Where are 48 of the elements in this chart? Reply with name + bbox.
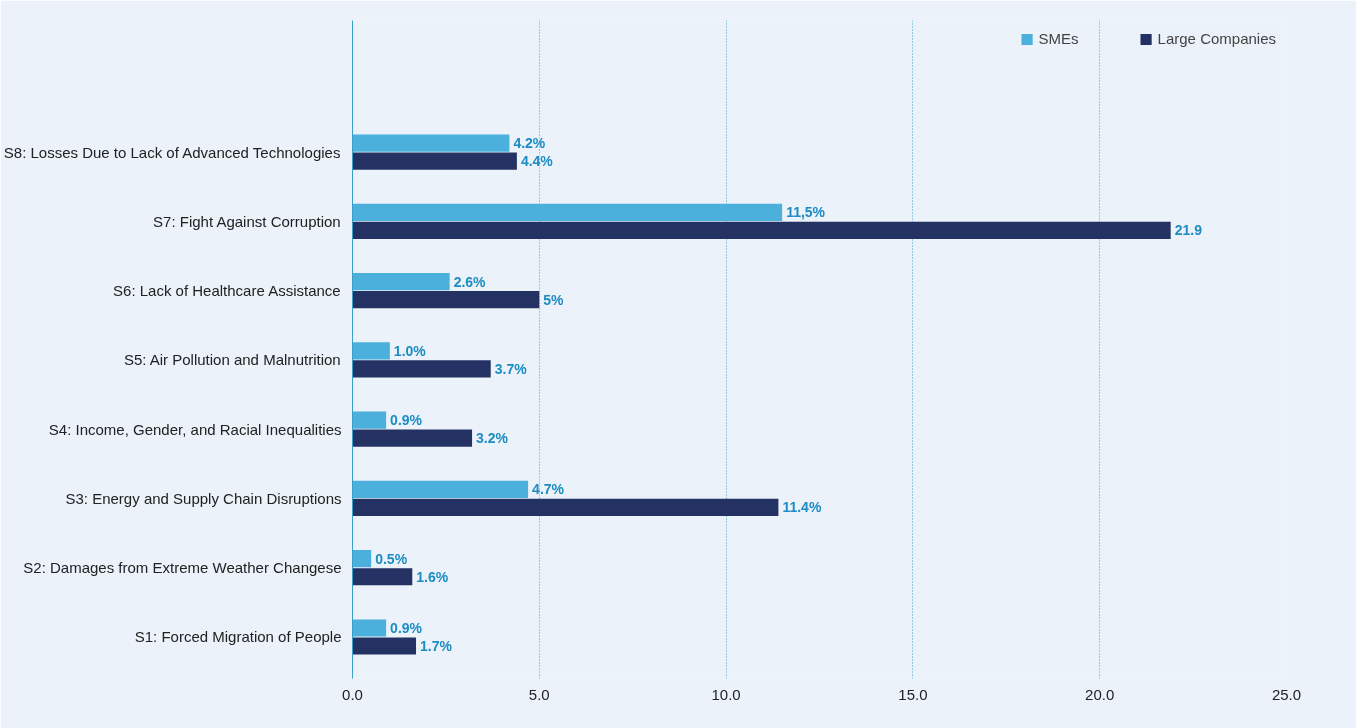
- y-tick-label: S7: Fight Against Corruption: [153, 212, 341, 230]
- x-tick-label: 20.0: [1085, 685, 1115, 703]
- y-tick-label: S5: Air Pollution and Malnutrition: [123, 351, 341, 369]
- bar: [352, 360, 491, 378]
- bar: [352, 568, 413, 586]
- bar: [352, 134, 510, 152]
- bar: [352, 273, 450, 291]
- data-label: 4.7%: [532, 481, 565, 498]
- data-label: 11.4%: [782, 499, 822, 516]
- data-label: 21.9: [1174, 222, 1203, 239]
- bar: [352, 291, 540, 309]
- x-tick-label: 0.0: [342, 685, 363, 703]
- bar: [352, 152, 517, 170]
- y-tick-label: S4: Income, Gender, and Racial Inequalities: [48, 420, 342, 438]
- data-label: 3.2%: [476, 430, 509, 447]
- data-label: 2.6%: [453, 273, 487, 290]
- legend-label: Large Companies: [1157, 30, 1276, 47]
- legend-label: SMEs: [1038, 30, 1079, 47]
- data-label: 0.5%: [375, 550, 408, 567]
- bar: [352, 498, 779, 516]
- x-tick-label: 5.0: [528, 685, 550, 703]
- bar: [352, 342, 390, 360]
- data-label: 4.2%: [513, 135, 546, 152]
- data-label: 1.0%: [393, 342, 427, 359]
- bar: [352, 637, 417, 655]
- data-label: 1.6%: [416, 568, 449, 585]
- y-tick-label: S8: Losses Due to Lack of Advanced Technologies: [3, 143, 341, 161]
- data-label: 11,5%: [786, 204, 826, 221]
- data-label: 5%: [543, 291, 565, 308]
- bar: [352, 619, 387, 637]
- bar: [352, 429, 473, 447]
- bar: [352, 550, 372, 568]
- y-tick-label: S6: Lack of Healthcare Assistance: [113, 282, 341, 300]
- bar: [352, 203, 783, 221]
- data-label: 0.9%: [390, 619, 423, 636]
- data-label: 0.9%: [390, 412, 423, 429]
- y-tick-label: S2: Damages from Extreme Weather Changese: [23, 559, 342, 577]
- data-label: 4.4%: [520, 153, 554, 170]
- x-tick-label: 15.0: [898, 685, 928, 703]
- bar: [352, 480, 529, 498]
- bar: [352, 221, 1171, 239]
- x-tick-label: 25.0: [1271, 685, 1302, 703]
- y-tick-label: S1: Forced Migration of People: [134, 628, 342, 646]
- data-label: 1.7%: [420, 637, 453, 654]
- bar: [352, 411, 387, 429]
- x-tick-label: 10.0: [711, 685, 741, 703]
- data-label: 3.7%: [494, 360, 528, 377]
- y-tick-label: S3: Energy and Supply Chain Disruptions: [65, 489, 342, 507]
